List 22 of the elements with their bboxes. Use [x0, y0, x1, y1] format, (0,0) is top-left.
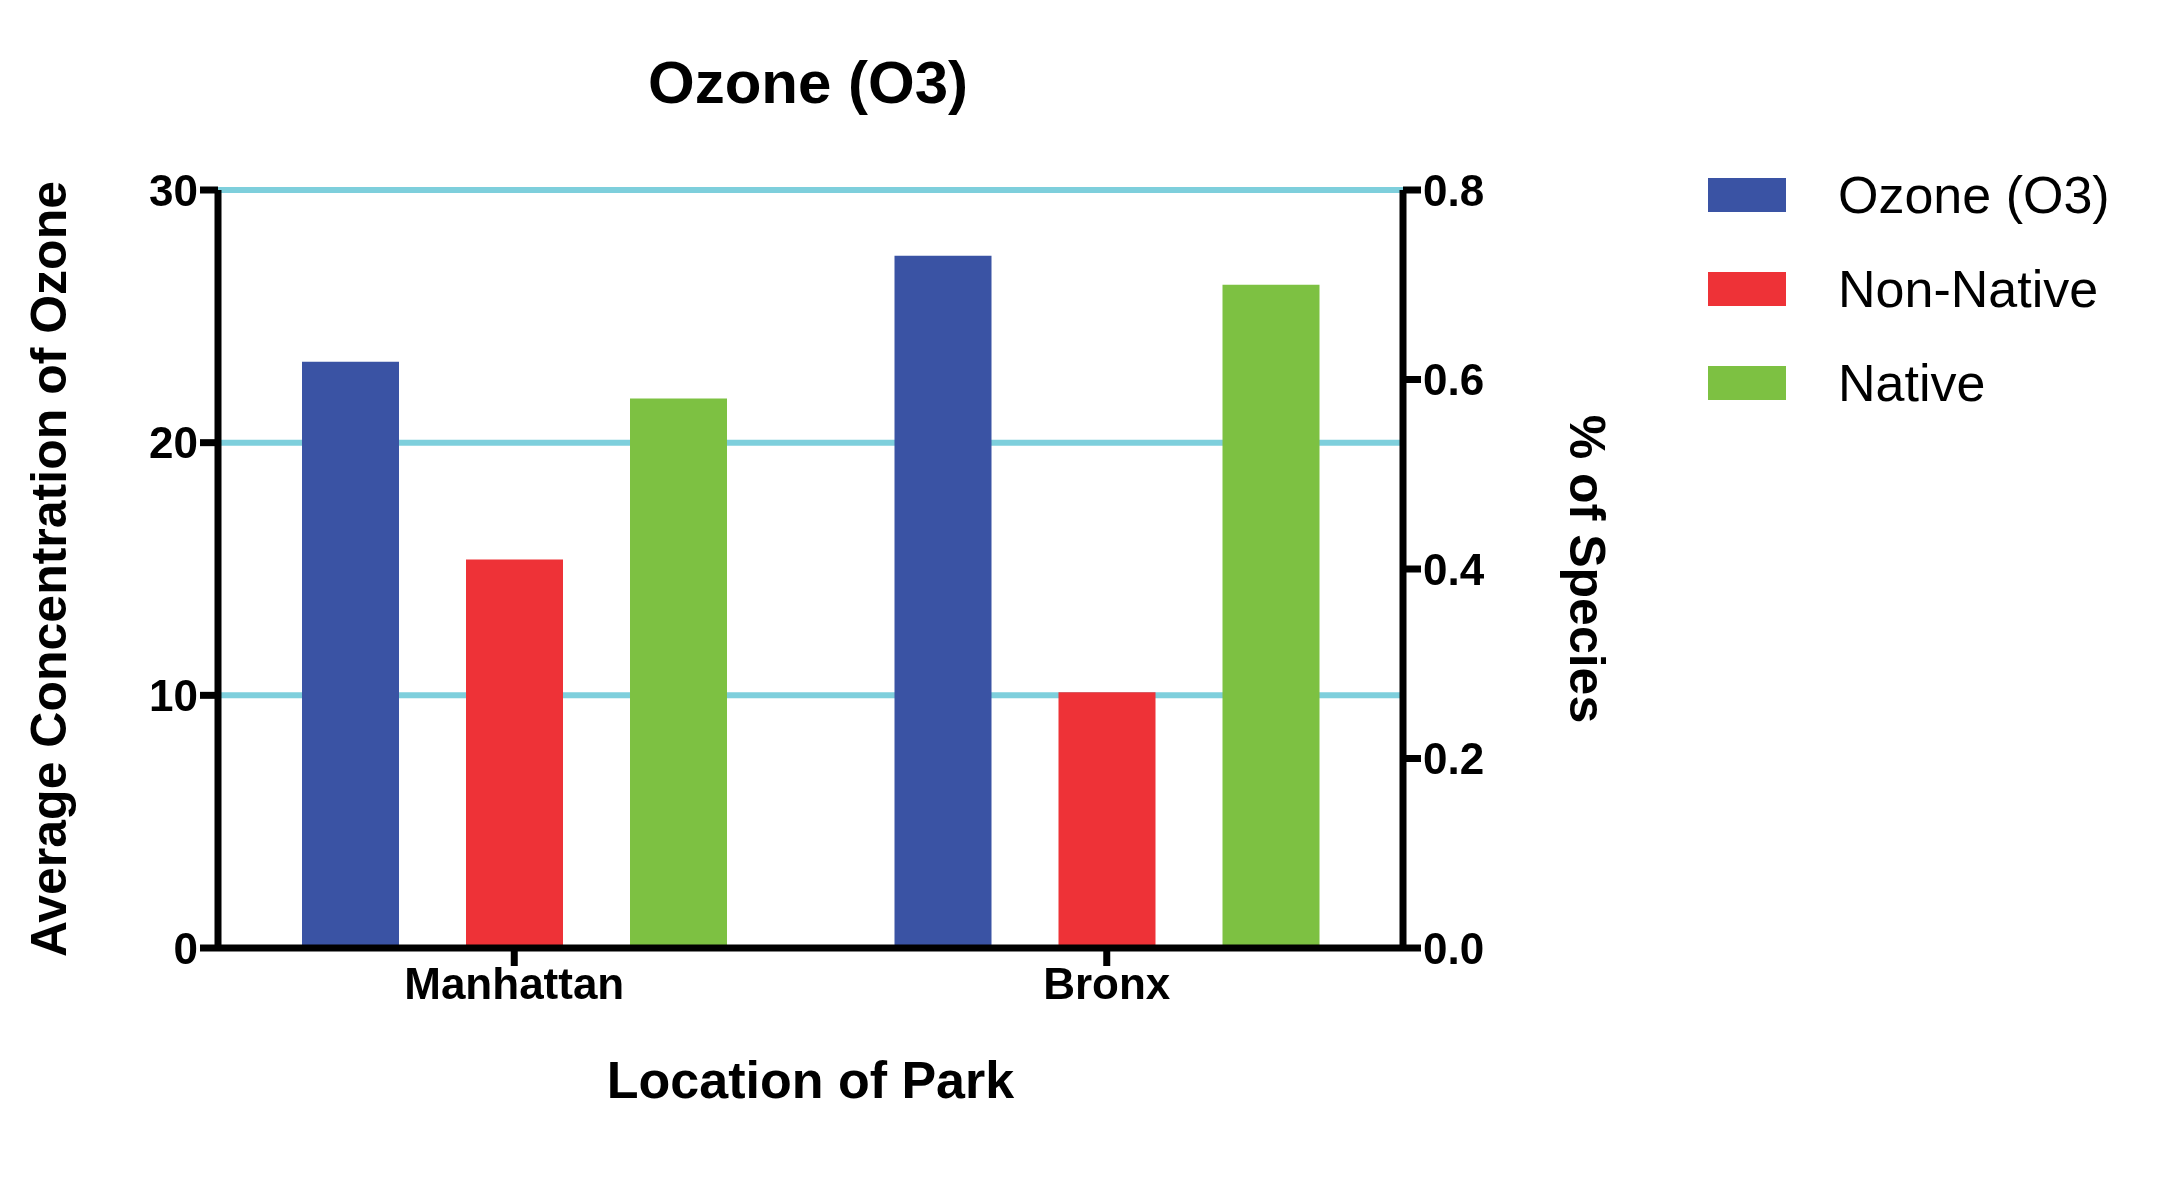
- chart-title: Ozone (O3): [647, 48, 969, 117]
- y-tick-label: 10: [149, 670, 198, 720]
- bar: [1222, 284, 1320, 948]
- x-axis-title: Location of Park: [606, 1051, 1015, 1109]
- legend-label: Ozone (O3): [1838, 165, 2110, 225]
- bar: [630, 398, 727, 948]
- y2-tick-label: 0.8: [1423, 165, 1485, 215]
- x-tick-label: Manhattan: [404, 959, 625, 1009]
- bar: [1058, 692, 1156, 948]
- y-tick-label: 30: [149, 165, 198, 215]
- y-axis-title: Average Concentration of Ozone: [20, 180, 77, 958]
- y2-tick-label: 0.2: [1423, 734, 1485, 784]
- y2-tick-label: 0.0: [1423, 923, 1485, 973]
- legend-label: Native: [1838, 353, 1986, 413]
- y-tick-label: 20: [149, 418, 198, 468]
- y-tick-label: 0: [173, 923, 198, 973]
- y2-tick-label: 0.6: [1423, 355, 1485, 405]
- y2-tick-label: 0.4: [1423, 544, 1485, 594]
- bar: [466, 559, 563, 948]
- y2-axis-title: % of Species: [1559, 414, 1616, 724]
- legend-label: Non-Native: [1838, 259, 2099, 319]
- x-tick-label: Bronx: [1043, 959, 1171, 1009]
